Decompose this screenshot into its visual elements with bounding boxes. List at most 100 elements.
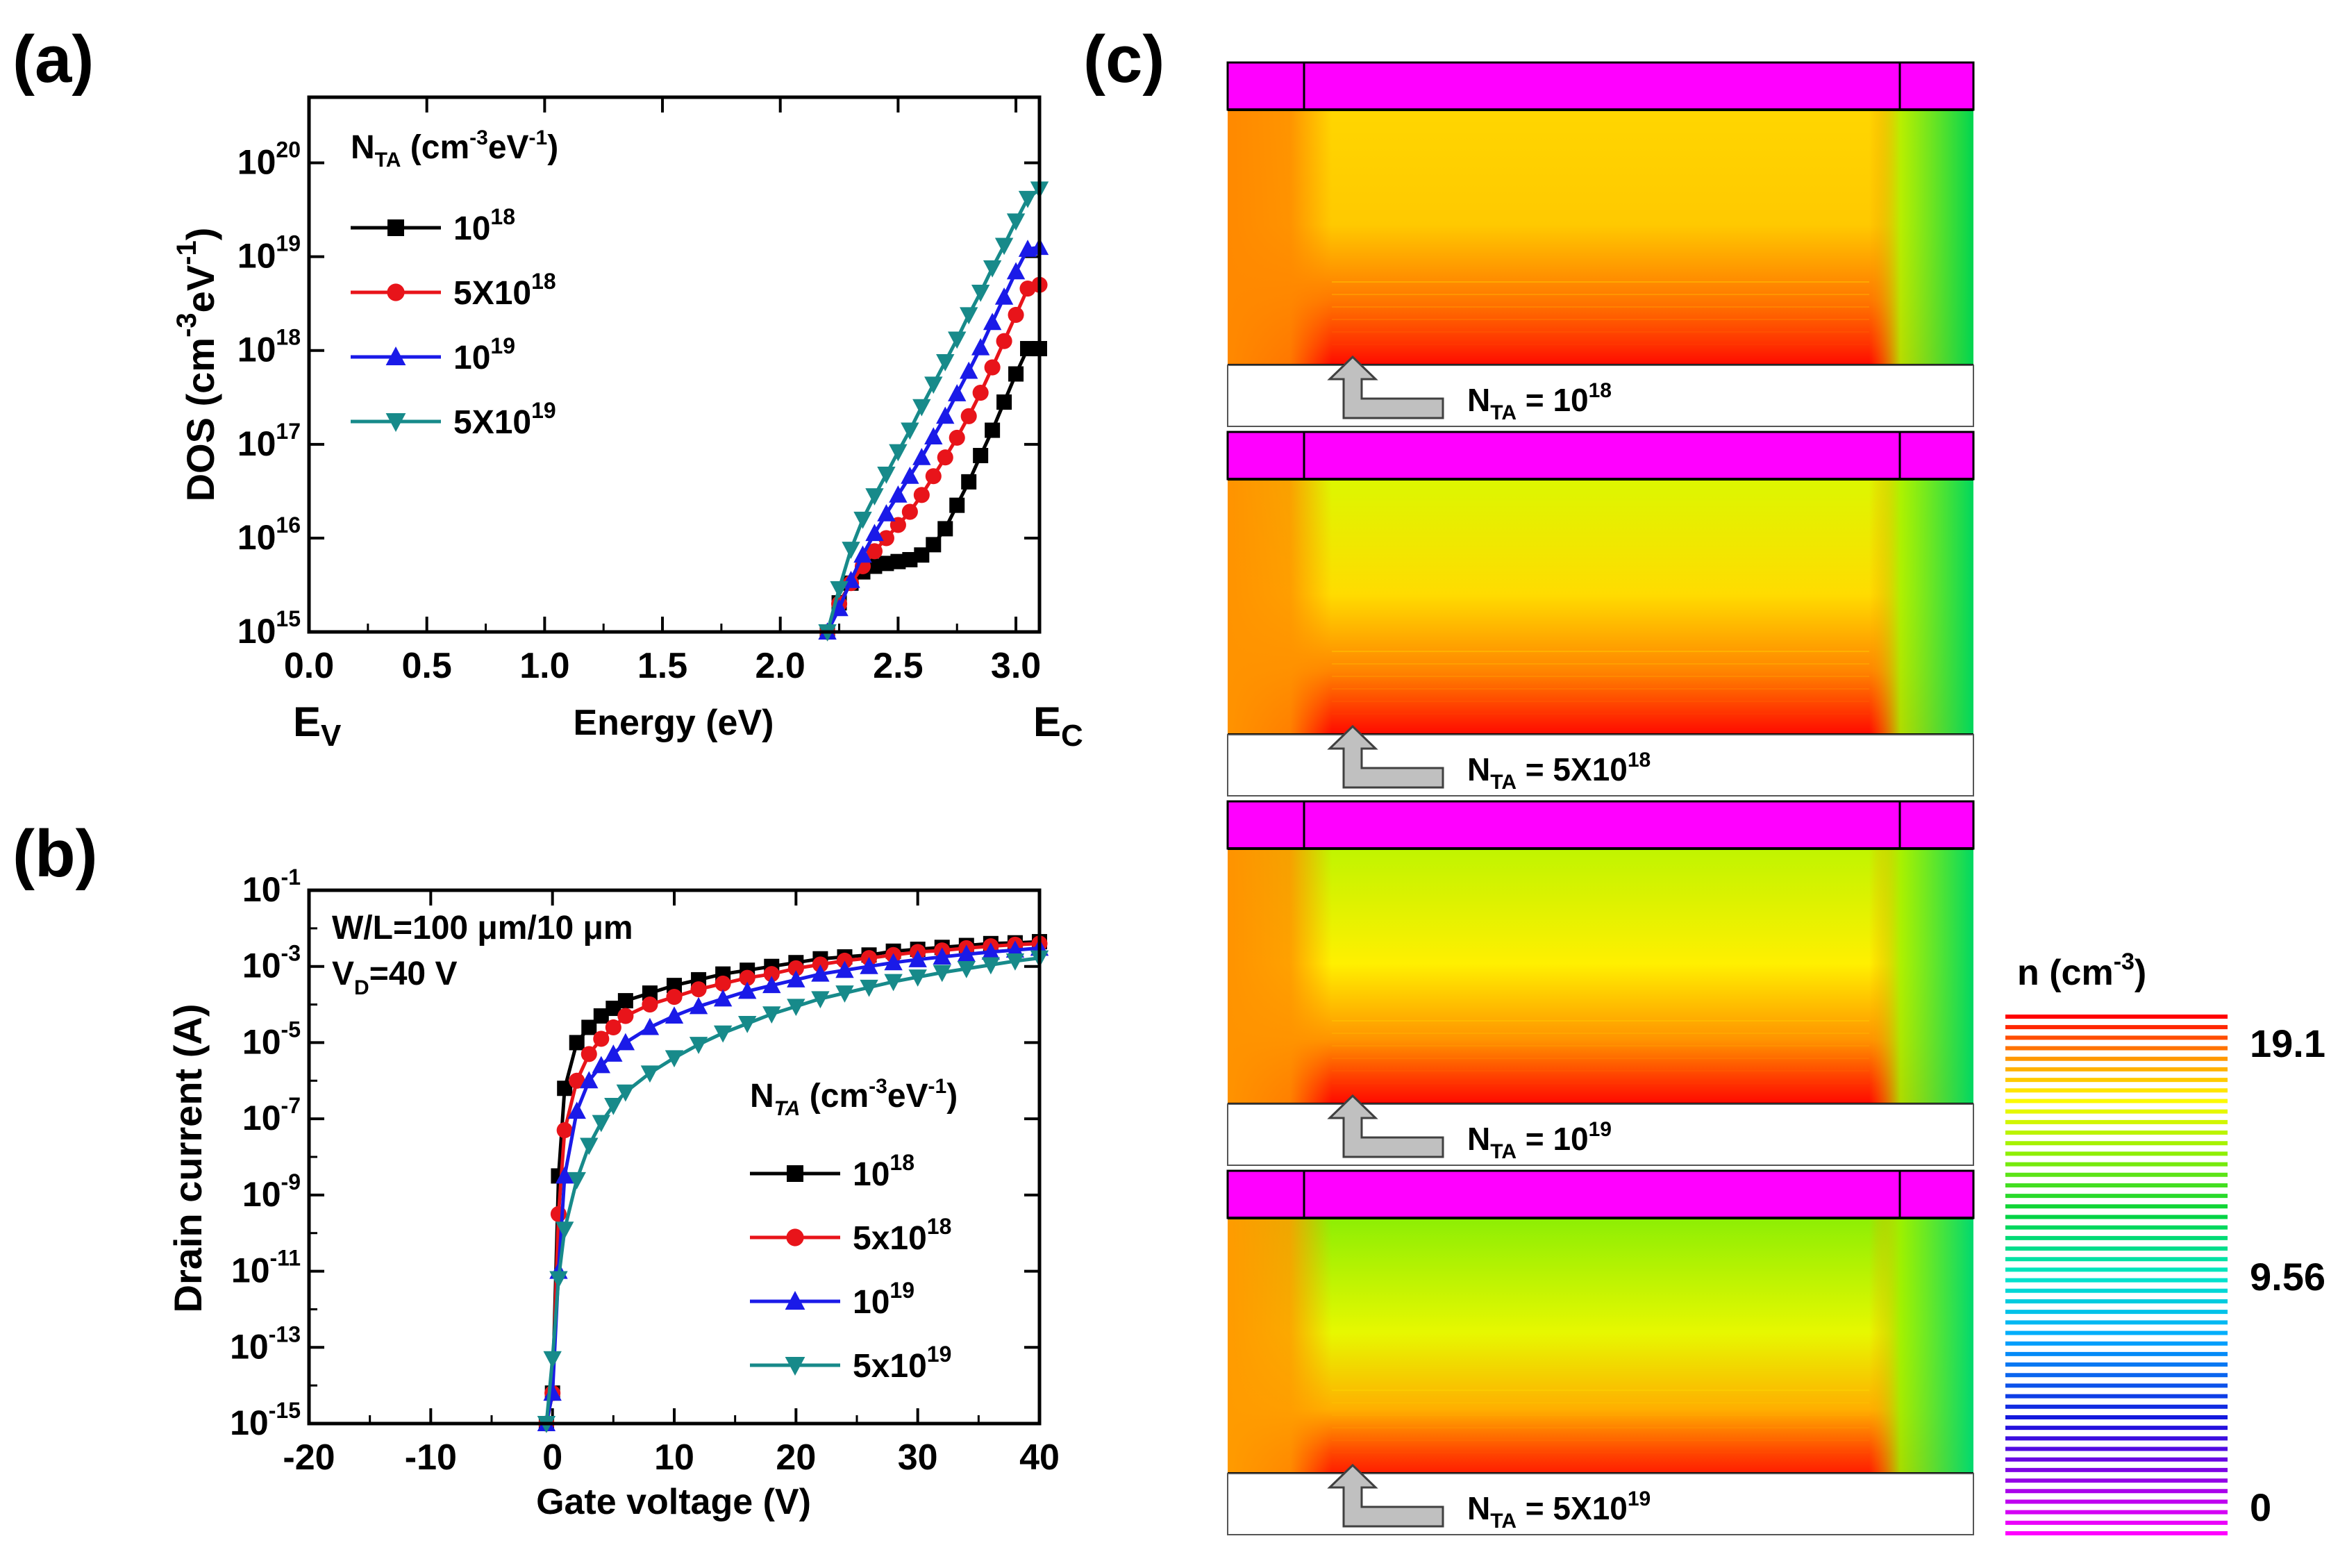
legend-marker <box>786 1228 804 1246</box>
legend-item: 1019 <box>351 333 515 376</box>
chart-a-tick-labels: 0.0 0.5 1.0 1.5 2.0 2.5 3.0 1015 1016 1017 1018 101… <box>237 137 1041 686</box>
map-label: NTA = 5X1018 <box>1467 749 1651 794</box>
data-point <box>616 1033 635 1051</box>
chart-b-legend: NTA (cm-3eV-1) 1018 5x1018 1019 5x1019 <box>750 1075 958 1385</box>
colorbar-stripes <box>2005 1015 2228 1535</box>
electrode-bar <box>1226 431 1975 481</box>
x-tick-label: -20 <box>283 1437 335 1478</box>
data-point <box>948 384 967 401</box>
data-point <box>617 1008 634 1024</box>
chart-b-ylabel: Drain current (A) <box>166 1004 210 1313</box>
legend-item: 5x1018 <box>750 1214 951 1257</box>
data-point <box>890 553 906 569</box>
data-point <box>996 333 1012 349</box>
legend-marker <box>785 1291 805 1310</box>
panel-label-c: (c) <box>1083 22 1164 97</box>
y-tick-label: 10-15 <box>230 1398 301 1442</box>
map-label: NTA = 1019 <box>1467 1118 1612 1163</box>
contour-left-edge <box>1228 110 1332 365</box>
data-point <box>884 953 903 971</box>
data-point <box>830 581 849 599</box>
map-label: NTA = 5X1019 <box>1467 1487 1651 1533</box>
legend-label: 1018 <box>853 1150 914 1193</box>
data-point <box>715 975 731 992</box>
data-point <box>557 1081 573 1096</box>
y-tick-label: 10-3 <box>242 941 301 985</box>
data-point <box>605 1019 621 1036</box>
data-point <box>739 969 755 986</box>
contour-map-2: NTA = 5X1018 <box>1226 431 1975 796</box>
legend-label: 1019 <box>453 333 515 376</box>
data-point <box>908 950 927 967</box>
data-point <box>689 1037 708 1054</box>
x-tick-label: 2.0 <box>755 646 805 686</box>
data-point <box>878 530 894 547</box>
data-point <box>665 1050 684 1068</box>
chart-a: 0.0 0.5 1.0 1.5 2.0 2.5 3.0 1015 1016 1017 1018 101… <box>172 95 1083 753</box>
contour-field <box>1228 110 1973 365</box>
data-point <box>983 260 1002 278</box>
data-point <box>933 965 951 983</box>
data-point <box>860 956 878 974</box>
legend-item: 5X1018 <box>351 269 556 312</box>
contour-right-edge <box>1869 110 1973 365</box>
data-point <box>936 353 955 372</box>
legend-marker <box>387 283 405 301</box>
data-point <box>604 1097 623 1115</box>
y-tick-label: 1016 <box>237 512 301 557</box>
arrow-icon <box>1327 1094 1444 1158</box>
data-point <box>640 1065 660 1083</box>
chart-b-xlabel: Gate voltage (V) <box>536 1482 811 1522</box>
data-point <box>994 237 1014 256</box>
chart-a-legend-title: NTA (cm-3eV-1) <box>351 126 558 172</box>
data-point <box>878 556 894 572</box>
colorbar-label-max: 19.1 <box>2250 1021 2325 1065</box>
data-point <box>556 1221 574 1239</box>
data-point <box>569 1035 585 1051</box>
colorbar-label-min: 0 <box>2250 1485 2271 1529</box>
x-tick-label: 1.0 <box>519 646 569 686</box>
data-point <box>835 960 854 978</box>
data-point <box>605 1001 621 1017</box>
data-point <box>666 989 683 1006</box>
contour-field <box>1228 849 1973 1104</box>
data-point <box>567 1101 586 1119</box>
data-point <box>690 981 707 998</box>
data-point <box>984 359 1001 376</box>
panel-label-a: (a) <box>12 22 94 97</box>
chart-a-edge-ev: EV <box>293 699 342 753</box>
data-point <box>593 1031 610 1047</box>
data-point <box>762 976 781 994</box>
data-point <box>971 284 990 302</box>
data-point <box>949 497 965 513</box>
legend-item: 1019 <box>750 1278 914 1321</box>
contour-field <box>1228 479 1973 735</box>
data-point <box>884 974 903 992</box>
legend-item: 5x1019 <box>750 1342 951 1385</box>
x-tick-label: 10 <box>654 1437 694 1478</box>
x-tick-label: 20 <box>776 1437 816 1478</box>
data-point <box>580 1071 599 1089</box>
data-point <box>949 429 965 446</box>
chart-c-maps: NTA = 1018 NTA = 5X1018 NTA = 1019 NTA = 5X… <box>1226 61 1975 1535</box>
y-tick-label: 1020 <box>237 137 301 182</box>
contour-right-edge <box>1869 849 1973 1104</box>
legend-label: 1018 <box>453 204 515 247</box>
chart-b-annotation-vd: VD=40 V <box>332 956 457 999</box>
data-point <box>889 444 908 462</box>
contour-right-edge <box>1869 1218 1973 1474</box>
data-point <box>985 422 1001 438</box>
data-point <box>713 989 733 1007</box>
data-point <box>581 1046 597 1062</box>
data-point <box>1006 213 1026 231</box>
legend-marker <box>387 219 404 236</box>
data-point <box>959 307 978 325</box>
series-5x10^19 <box>537 950 1049 1433</box>
contour-field <box>1228 1218 1973 1474</box>
panel-label-b: (b) <box>12 817 98 891</box>
electrode-bar <box>1226 61 1975 111</box>
data-point <box>640 1017 660 1035</box>
legend-marker <box>385 413 406 432</box>
y-tick-label: 10-5 <box>242 1017 301 1061</box>
x-tick-label: 3.0 <box>991 646 1041 686</box>
